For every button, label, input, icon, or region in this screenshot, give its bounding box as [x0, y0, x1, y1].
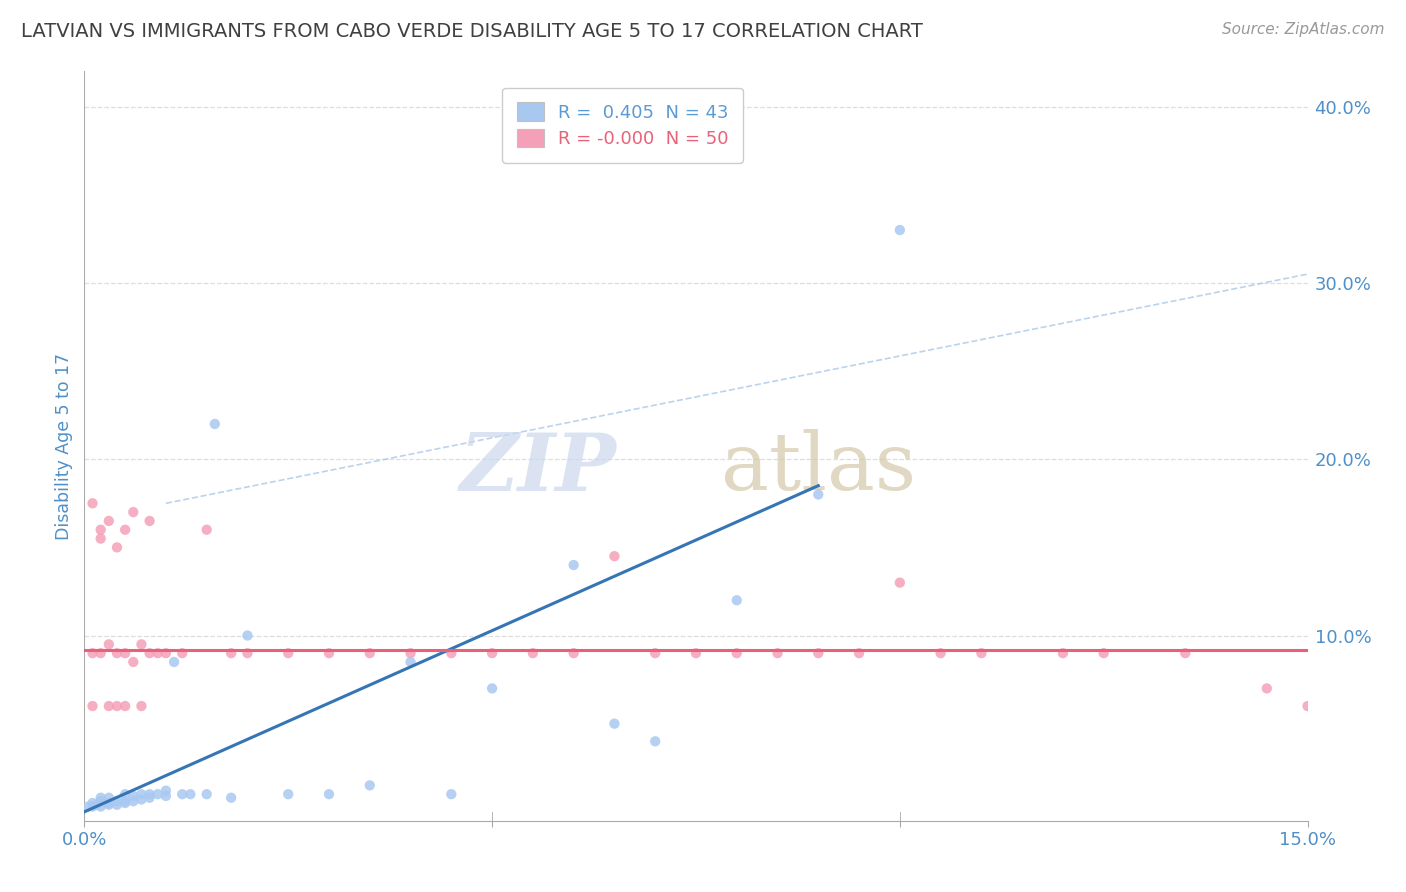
Point	[603, 716, 626, 731]
Point	[122, 655, 145, 669]
Point	[122, 789, 145, 803]
Point	[1052, 646, 1074, 660]
Point	[318, 646, 340, 660]
Point	[644, 646, 666, 660]
Legend: R =  0.405  N = 43, R = -0.000  N = 50: R = 0.405 N = 43, R = -0.000 N = 50	[502, 88, 742, 162]
Point	[114, 646, 136, 660]
Point	[807, 487, 830, 501]
Point	[90, 790, 112, 805]
Point	[122, 794, 145, 808]
Point	[889, 223, 911, 237]
Point	[114, 796, 136, 810]
Point	[138, 787, 160, 801]
Point	[359, 778, 381, 792]
Point	[146, 787, 169, 801]
Text: Source: ZipAtlas.com: Source: ZipAtlas.com	[1222, 22, 1385, 37]
Point	[138, 514, 160, 528]
Point	[440, 646, 463, 660]
Point	[236, 628, 259, 642]
Point	[889, 575, 911, 590]
Point	[82, 799, 104, 814]
Point	[97, 797, 120, 812]
Point	[277, 646, 299, 660]
Point	[90, 646, 112, 660]
Point	[105, 541, 128, 555]
Point	[131, 699, 153, 714]
Text: LATVIAN VS IMMIGRANTS FROM CABO VERDE DISABILITY AGE 5 TO 17 CORRELATION CHART: LATVIAN VS IMMIGRANTS FROM CABO VERDE DI…	[21, 22, 922, 41]
Point	[644, 734, 666, 748]
Point	[122, 505, 145, 519]
Point	[481, 681, 503, 696]
Point	[86, 797, 108, 812]
Point	[807, 646, 830, 660]
Point	[1296, 699, 1319, 714]
Point	[114, 787, 136, 801]
Point	[131, 637, 153, 651]
Point	[114, 794, 136, 808]
Point	[138, 790, 160, 805]
Point	[114, 523, 136, 537]
Point	[204, 417, 226, 431]
Point	[522, 646, 544, 660]
Point	[90, 532, 112, 546]
Point	[970, 646, 993, 660]
Point	[105, 797, 128, 812]
Point	[82, 646, 104, 660]
Point	[603, 549, 626, 564]
Point	[318, 787, 340, 801]
Point	[105, 699, 128, 714]
Point	[440, 787, 463, 801]
Point	[399, 646, 422, 660]
Point	[90, 799, 112, 814]
Point	[138, 646, 160, 660]
Text: atlas: atlas	[721, 429, 915, 508]
Point	[146, 646, 169, 660]
Point	[172, 646, 194, 660]
Point	[131, 792, 153, 806]
Point	[105, 794, 128, 808]
Point	[97, 637, 120, 651]
Point	[97, 796, 120, 810]
Point	[155, 789, 177, 803]
Y-axis label: Disability Age 5 to 17: Disability Age 5 to 17	[55, 352, 73, 540]
Point	[1174, 646, 1197, 660]
Point	[562, 646, 585, 660]
Point	[163, 655, 186, 669]
Point	[172, 787, 194, 801]
Point	[219, 790, 242, 805]
Point	[97, 699, 120, 714]
Point	[929, 646, 952, 660]
Point	[90, 523, 112, 537]
Point	[82, 496, 104, 510]
Point	[131, 787, 153, 801]
Point	[195, 787, 218, 801]
Point	[1256, 681, 1278, 696]
Point	[195, 523, 218, 537]
Point	[179, 787, 201, 801]
Point	[97, 514, 120, 528]
Point	[399, 655, 422, 669]
Point	[90, 794, 112, 808]
Point	[105, 646, 128, 660]
Point	[82, 699, 104, 714]
Point	[155, 646, 177, 660]
Point	[725, 593, 748, 607]
Point	[114, 699, 136, 714]
Point	[685, 646, 707, 660]
Point	[219, 646, 242, 660]
Point	[359, 646, 381, 660]
Point	[97, 790, 120, 805]
Point	[1092, 646, 1115, 660]
Point	[82, 796, 104, 810]
Point	[236, 646, 259, 660]
Point	[481, 646, 503, 660]
Point	[155, 783, 177, 797]
Text: ZIP: ZIP	[460, 430, 616, 508]
Point	[766, 646, 789, 660]
Point	[77, 799, 100, 814]
Point	[848, 646, 870, 660]
Point	[277, 787, 299, 801]
Point	[562, 558, 585, 572]
Point	[725, 646, 748, 660]
